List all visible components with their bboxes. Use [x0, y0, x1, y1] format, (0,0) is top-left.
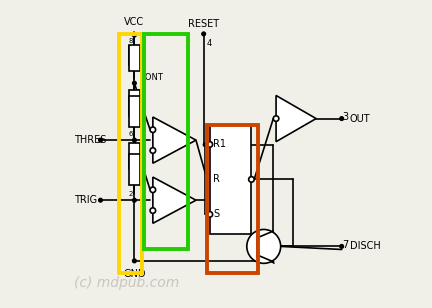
Circle shape — [340, 245, 343, 248]
Circle shape — [133, 259, 136, 263]
Text: 7: 7 — [342, 240, 349, 250]
Circle shape — [133, 198, 136, 202]
Bar — [129, 47, 140, 65]
Text: 2: 2 — [128, 191, 133, 197]
Circle shape — [98, 138, 102, 142]
Circle shape — [133, 138, 136, 142]
Text: CONT: CONT — [139, 73, 163, 82]
Text: THRES: THRES — [74, 135, 107, 145]
Circle shape — [150, 148, 156, 153]
Circle shape — [207, 212, 213, 217]
Bar — [119, 34, 142, 273]
Circle shape — [203, 143, 207, 147]
Text: DISCH: DISCH — [350, 241, 381, 251]
Text: R1: R1 — [213, 140, 226, 149]
Text: (c) mdpub.com: (c) mdpub.com — [74, 276, 180, 290]
Bar — [129, 154, 140, 185]
Circle shape — [133, 81, 136, 85]
Text: 3: 3 — [342, 112, 348, 122]
Circle shape — [273, 116, 279, 121]
Circle shape — [340, 117, 343, 120]
Bar — [210, 125, 251, 234]
Circle shape — [150, 187, 156, 192]
Polygon shape — [276, 95, 316, 142]
Circle shape — [207, 142, 213, 147]
Circle shape — [150, 208, 156, 213]
Text: 8: 8 — [128, 38, 133, 44]
Bar — [129, 90, 140, 116]
Circle shape — [98, 198, 102, 202]
Circle shape — [249, 177, 254, 182]
Circle shape — [150, 127, 156, 132]
Circle shape — [133, 33, 136, 37]
Circle shape — [202, 32, 206, 36]
Polygon shape — [153, 117, 196, 163]
Text: R: R — [213, 174, 220, 184]
Text: TRIG: TRIG — [74, 195, 98, 205]
Circle shape — [247, 229, 281, 263]
Text: S: S — [213, 209, 219, 219]
Text: 5: 5 — [136, 89, 141, 98]
Bar — [143, 34, 188, 249]
Text: GND: GND — [123, 269, 146, 278]
Text: VCC: VCC — [124, 18, 144, 27]
Bar — [129, 96, 140, 127]
Bar — [207, 125, 257, 273]
Text: RESET: RESET — [188, 19, 219, 29]
Polygon shape — [153, 177, 196, 223]
Text: 4: 4 — [207, 38, 212, 47]
Bar — [129, 144, 140, 169]
Bar — [129, 46, 140, 71]
Text: 6: 6 — [128, 131, 133, 137]
Text: OUT: OUT — [350, 114, 371, 124]
